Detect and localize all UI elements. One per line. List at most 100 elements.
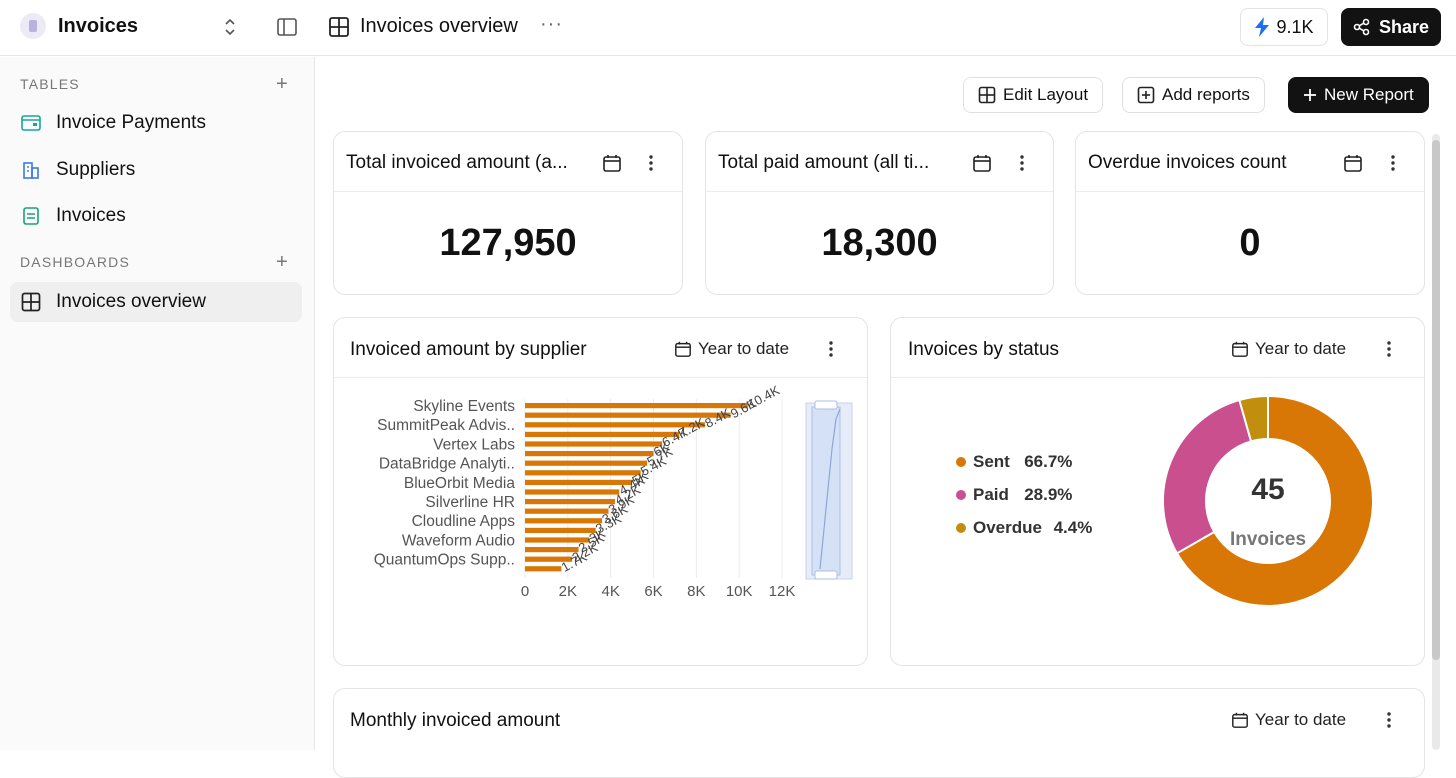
bar bbox=[525, 556, 573, 562]
bar bbox=[525, 422, 705, 428]
x-tick-label: 12K bbox=[769, 583, 796, 600]
kpi-card-total-invoiced: Total invoiced amount (a... 127,950 bbox=[333, 131, 683, 295]
category-label: Cloudline Apps bbox=[412, 513, 516, 530]
kpi-value: 0 bbox=[1239, 222, 1261, 264]
kebab-menu-icon[interactable] bbox=[1384, 339, 1394, 359]
calendar-icon[interactable] bbox=[972, 153, 992, 173]
bar bbox=[525, 479, 633, 485]
edit-layout-button[interactable]: Edit Layout bbox=[963, 77, 1104, 113]
share-label: Share bbox=[1378, 16, 1430, 37]
lightning-icon bbox=[1255, 17, 1270, 37]
category-label: SummitPeak Advis.. bbox=[377, 417, 515, 434]
main-scrollbar-thumb[interactable] bbox=[1432, 140, 1440, 660]
status-chart-card: Invoices by status Year to date Sent 66.7… bbox=[890, 317, 1425, 666]
legend-swatch bbox=[956, 523, 966, 533]
card-title: Overdue invoices count bbox=[1088, 152, 1287, 173]
top-bar: Invoices Invoices overview ··· 9.1K Shar… bbox=[0, 0, 1456, 56]
building-icon bbox=[20, 159, 42, 181]
zoom-slider-preview bbox=[819, 408, 841, 570]
table-card-icon bbox=[20, 112, 42, 134]
bar bbox=[525, 508, 609, 514]
new-report-button[interactable]: New Report bbox=[1288, 77, 1429, 113]
app-title[interactable]: Invoices bbox=[58, 15, 139, 37]
donut-center-value: 45 bbox=[1251, 473, 1284, 506]
monthly-chart-card: Monthly invoiced amount Year to date bbox=[333, 688, 1425, 778]
kebab-menu-icon[interactable] bbox=[1388, 153, 1398, 173]
kpi-card-total-paid: Total paid amount (all ti... 18,300 bbox=[705, 131, 1054, 295]
bar bbox=[525, 412, 731, 418]
add-square-icon bbox=[1137, 86, 1155, 104]
edit-layout-label: Edit Layout bbox=[1003, 85, 1089, 104]
card-title: Invoiced amount by supplier bbox=[350, 339, 587, 360]
calendar-icon[interactable] bbox=[1343, 153, 1363, 173]
add-dashboard-icon[interactable]: + bbox=[276, 251, 288, 273]
donut-slice bbox=[1238, 394, 1269, 443]
chevron-updown-icon[interactable] bbox=[220, 14, 240, 40]
legend-percent: 28.9% bbox=[1024, 485, 1072, 504]
share-button[interactable]: Share bbox=[1341, 8, 1441, 46]
legend-percent: 4.4% bbox=[1054, 518, 1093, 537]
tables-section-label: TABLES bbox=[20, 76, 80, 92]
kebab-menu-icon[interactable] bbox=[1017, 153, 1027, 173]
card-header: Total paid amount (all ti... bbox=[706, 132, 1053, 192]
bar bbox=[525, 470, 641, 476]
sidebar-toggle-icon[interactable] bbox=[276, 16, 298, 38]
card-title: Invoices by status bbox=[908, 339, 1060, 360]
donut-center-label: Invoices bbox=[1230, 529, 1306, 550]
sidebar-item-invoices-overview[interactable]: Invoices overview bbox=[10, 282, 302, 322]
kpi-value: 18,300 bbox=[821, 222, 938, 264]
sidebar-item-suppliers[interactable]: Suppliers bbox=[10, 150, 302, 190]
more-options-icon[interactable]: ··· bbox=[540, 13, 563, 35]
plus-icon bbox=[1304, 89, 1316, 101]
data-label: 3K bbox=[587, 525, 608, 546]
category-label: Skyline Events bbox=[413, 398, 515, 415]
credits-count: 9.1K bbox=[1276, 16, 1314, 37]
data-label: 6K bbox=[651, 439, 672, 460]
calendar-icon[interactable] bbox=[602, 153, 622, 173]
app-logo-icon bbox=[20, 13, 46, 39]
card-header: Invoices by status Year to date bbox=[891, 318, 1424, 378]
sidebar-item-invoices[interactable]: Invoices bbox=[10, 196, 302, 236]
category-label: DataBridge Analyti.. bbox=[379, 456, 515, 473]
category-label: QuantumOps Supp.. bbox=[374, 552, 515, 569]
add-reports-button[interactable]: Add reports bbox=[1122, 77, 1265, 113]
bar bbox=[525, 441, 663, 447]
date-range-label: Year to date bbox=[698, 339, 790, 358]
x-tick-label: 2K bbox=[559, 583, 577, 600]
category-label: BlueOrbit Media bbox=[404, 475, 516, 492]
donut-slice bbox=[1162, 398, 1253, 555]
bar bbox=[525, 537, 590, 543]
sidebar: TABLES + Invoice Payments Suppliers Invo… bbox=[0, 57, 315, 750]
date-range-label: Year to date bbox=[1255, 339, 1347, 358]
sidebar-item-label: Invoices bbox=[56, 205, 126, 226]
legend-label: Sent bbox=[973, 452, 1010, 471]
bar bbox=[525, 451, 654, 457]
calendar-icon bbox=[1232, 341, 1248, 357]
add-table-icon[interactable]: + bbox=[276, 73, 288, 95]
new-report-label: New Report bbox=[1324, 85, 1414, 104]
bar bbox=[525, 499, 615, 505]
sidebar-item-invoice-payments[interactable]: Invoice Payments bbox=[10, 103, 302, 143]
page-title: Invoices overview bbox=[360, 15, 518, 37]
sidebar-item-label: Invoices overview bbox=[56, 291, 206, 312]
legend-swatch bbox=[956, 490, 966, 500]
date-range-button[interactable]: Year to date bbox=[1231, 339, 1346, 359]
supplier-chart-card: Invoiced amount by supplier Year to date… bbox=[333, 317, 868, 666]
credits-button[interactable]: 9.1K bbox=[1240, 8, 1328, 46]
grid-icon bbox=[20, 291, 42, 313]
date-range-label: Year to date bbox=[1255, 710, 1347, 729]
card-header: Overdue invoices count bbox=[1076, 132, 1424, 192]
kebab-menu-icon[interactable] bbox=[826, 339, 836, 359]
date-range-button[interactable]: Year to date bbox=[1231, 710, 1346, 730]
kebab-menu-icon[interactable] bbox=[646, 153, 656, 173]
x-tick-label: 10K bbox=[726, 583, 753, 600]
kpi-card-overdue-count: Overdue invoices count 0 bbox=[1075, 131, 1425, 295]
card-header: Total invoiced amount (a... bbox=[334, 132, 682, 192]
kebab-menu-icon[interactable] bbox=[1384, 710, 1394, 730]
sidebar-item-label: Invoice Payments bbox=[56, 112, 206, 133]
date-range-button[interactable]: Year to date bbox=[674, 339, 789, 359]
legend-label: Overdue bbox=[973, 518, 1042, 537]
zoom-handle-bottom bbox=[814, 570, 838, 580]
bar bbox=[525, 547, 579, 553]
